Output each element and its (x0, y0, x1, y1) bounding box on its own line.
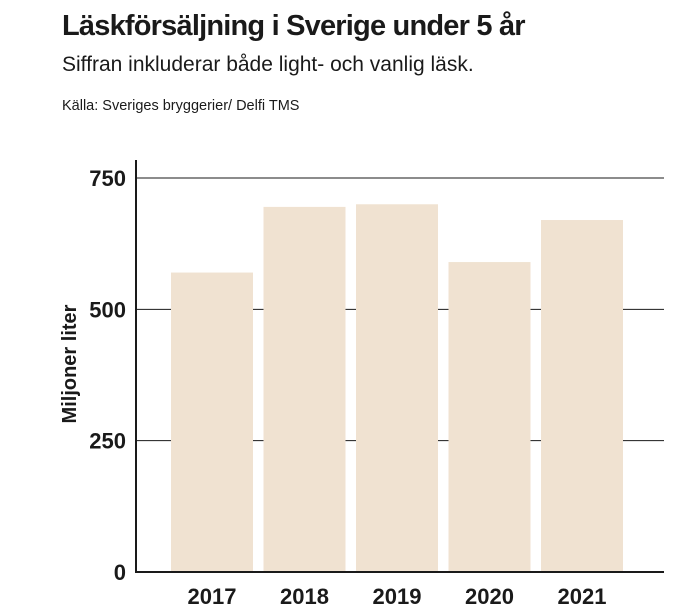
bar (356, 204, 438, 572)
bar (448, 262, 531, 572)
chart-source: Källa: Sveriges bryggerier/ Delfi TMS (62, 98, 300, 114)
y-tick-label: 0 (114, 560, 126, 585)
y-tick-label: 500 (89, 297, 126, 322)
x-tick-label: 2021 (558, 584, 607, 608)
x-tick-label: 2020 (465, 584, 514, 608)
bars (171, 204, 623, 573)
x-tick-label: 2017 (188, 584, 237, 608)
bar (171, 272, 253, 572)
axes (135, 160, 664, 573)
x-tick-labels: 2017 2018 2019 2020 2021 (188, 584, 607, 608)
chart-title: Läskförsäljning i Sverige under 5 år (62, 10, 526, 42)
chart-subtitle: Siffran inkluderar både light- och vanli… (62, 53, 474, 76)
y-axis-title: Miljoner liter (59, 304, 81, 423)
bar (263, 206, 346, 573)
y-tick-label: 250 (89, 429, 126, 454)
x-tick-label: 2018 (280, 584, 329, 608)
x-tick-label: 2019 (373, 584, 422, 608)
bar (541, 220, 623, 572)
y-tick-label: 750 (89, 166, 126, 191)
y-tick-labels: 0 250 500 750 (89, 166, 126, 585)
